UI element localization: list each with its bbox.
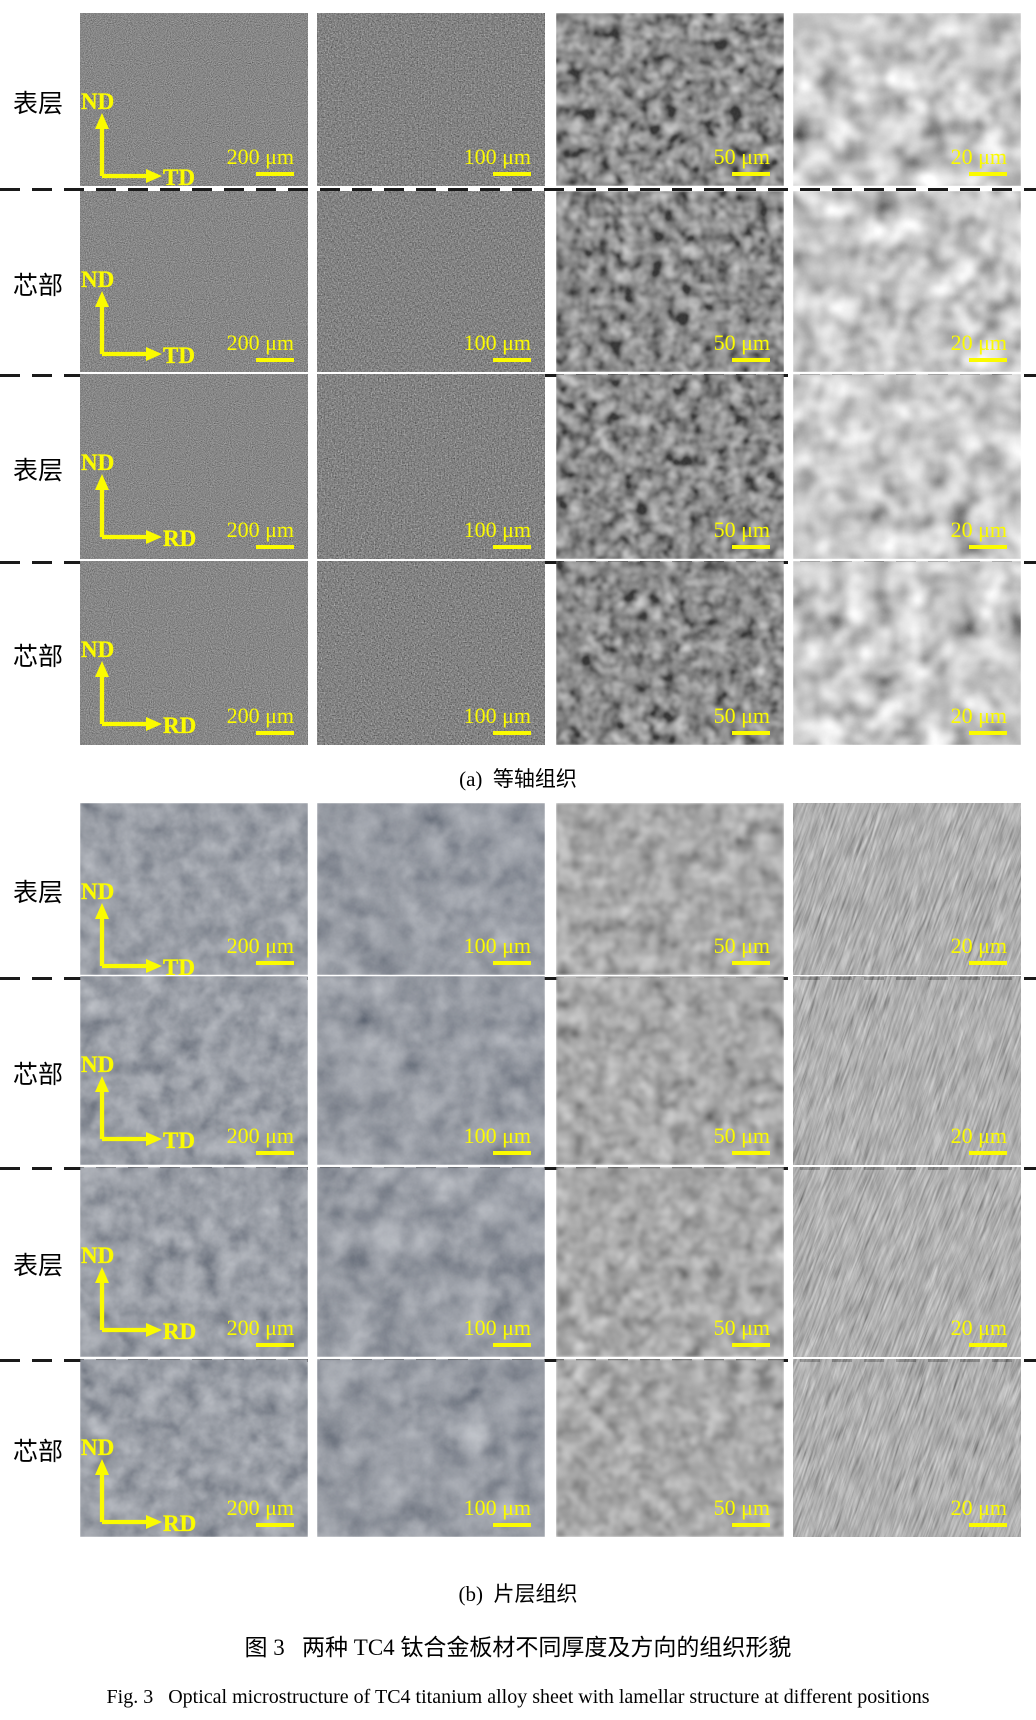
svg-text:ND: ND	[81, 637, 114, 662]
svg-text:ND: ND	[81, 89, 114, 114]
svg-text:ND: ND	[81, 267, 114, 292]
svg-text:TD: TD	[163, 1128, 195, 1153]
svg-text:RD: RD	[163, 526, 196, 551]
svg-text:TD: TD	[163, 165, 195, 186]
svg-text:ND: ND	[81, 1243, 114, 1268]
svg-text:ND: ND	[81, 1052, 114, 1077]
svg-text:RD: RD	[163, 1511, 196, 1536]
svg-text:TD: TD	[163, 955, 195, 975]
svg-text:RD: RD	[163, 713, 196, 738]
svg-text:ND: ND	[81, 1435, 114, 1460]
svg-text:RD: RD	[163, 1319, 196, 1344]
svg-text:TD: TD	[163, 343, 195, 368]
svg-text:ND: ND	[81, 450, 114, 475]
svg-text:ND: ND	[81, 879, 114, 904]
